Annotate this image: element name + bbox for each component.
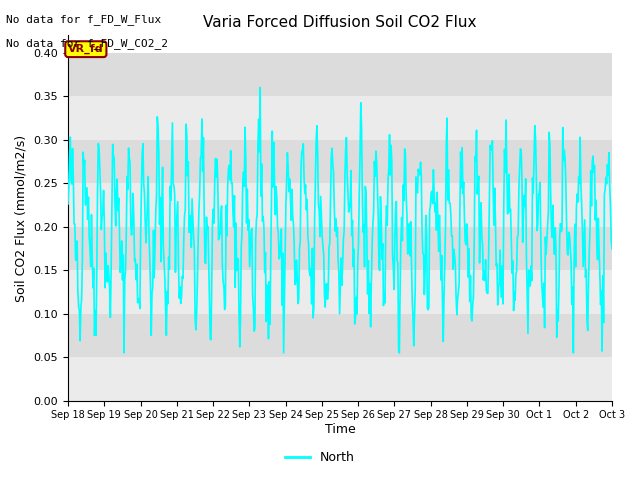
Bar (68, 357, 612, 401)
Title: Varia Forced Diffusion Soil CO2 Flux: Varia Forced Diffusion Soil CO2 Flux (204, 15, 477, 30)
Bar (68, 140, 612, 183)
Bar (68, 96, 612, 140)
Bar (68, 270, 612, 314)
X-axis label: Time: Time (324, 423, 355, 436)
Bar (68, 53, 612, 96)
Text: No data for f_FD_W_Flux: No data for f_FD_W_Flux (6, 14, 162, 25)
Y-axis label: Soil CO2 Flux (mmol/m2/s): Soil CO2 Flux (mmol/m2/s) (15, 134, 28, 301)
Bar (68, 314, 612, 357)
Text: VR_fd: VR_fd (68, 44, 104, 54)
Legend: North: North (280, 446, 360, 469)
Bar (68, 183, 612, 227)
Bar (68, 227, 612, 270)
Text: No data for f_FD_W_CO2_2: No data for f_FD_W_CO2_2 (6, 38, 168, 49)
